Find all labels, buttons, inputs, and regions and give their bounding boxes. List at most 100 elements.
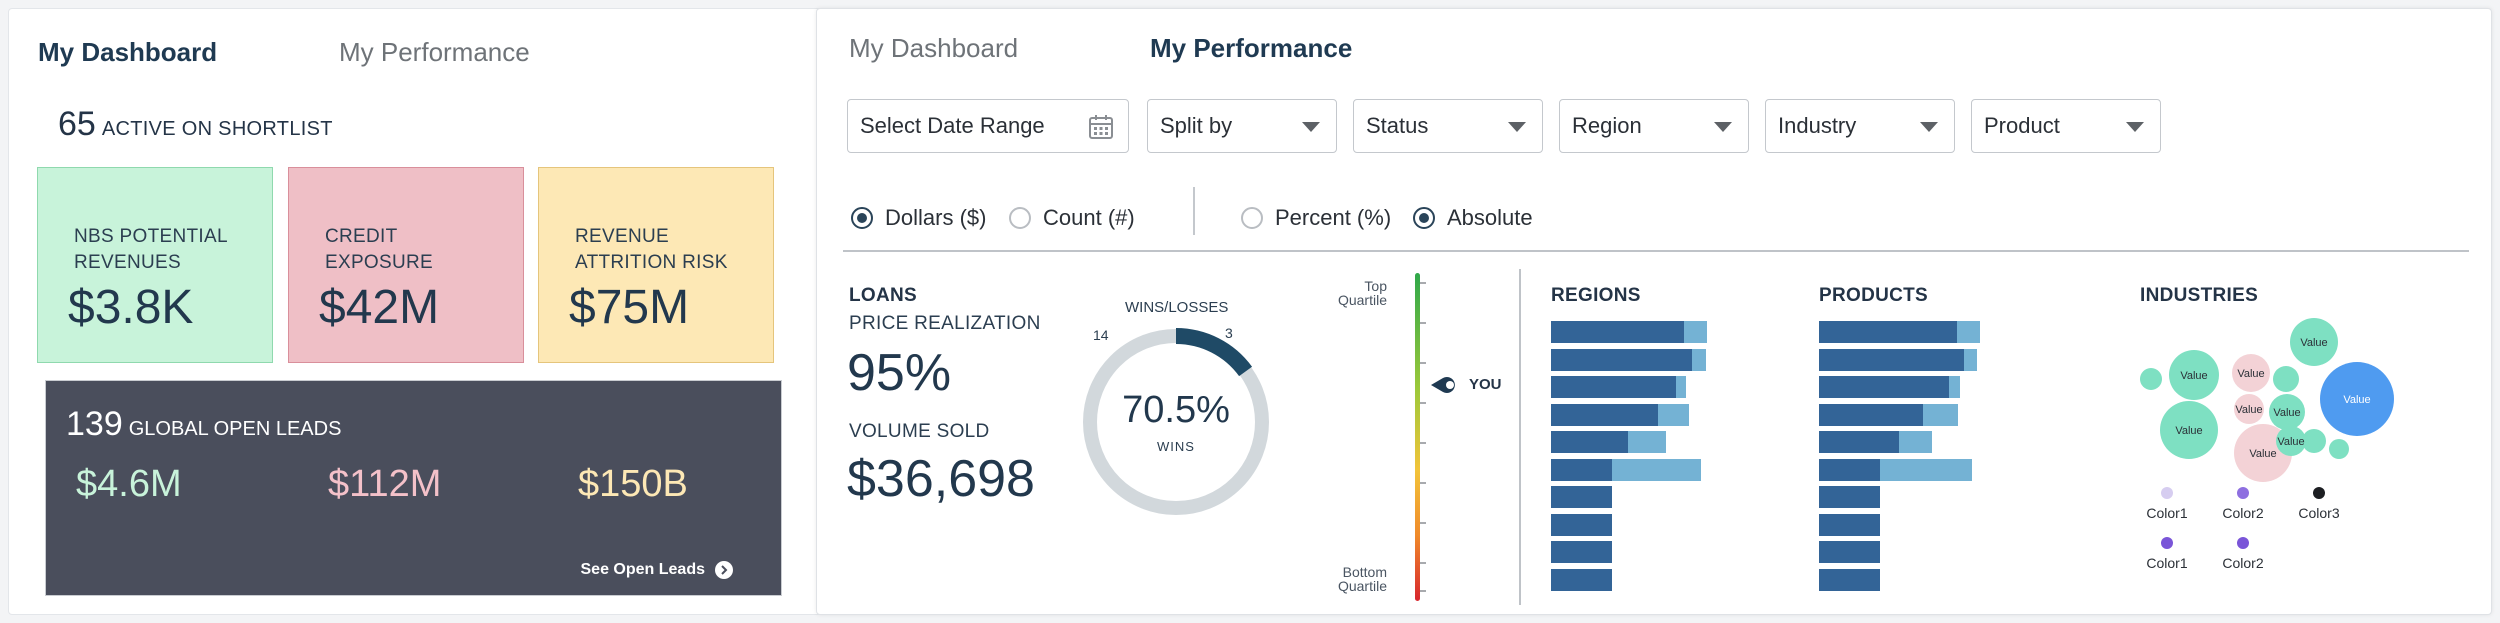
kpi-value: $42M	[319, 281, 440, 334]
bar-segment-secondary	[1949, 376, 1960, 398]
wins-losses-title: WINS/LOSSES	[1125, 299, 1229, 316]
industry-dropdown[interactable]: Industry	[1765, 99, 1955, 153]
bar-segment-primary	[1551, 568, 1613, 591]
legend-dot	[2237, 537, 2249, 549]
chevron-down-icon	[2126, 122, 2144, 132]
bar-segment-secondary	[1964, 348, 1977, 371]
chevron-down-icon	[1302, 122, 1320, 132]
tab-my-dashboard[interactable]: My Dashboard	[849, 33, 1019, 63]
bar-segment-primary	[1819, 403, 1924, 426]
open-leads-label: GLOBAL OPEN LEADS	[128, 418, 342, 440]
bar-segment-secondary	[1691, 348, 1706, 371]
bar-segment-primary	[1551, 486, 1613, 508]
global-open-leads-panel: 139 GLOBAL OPEN LEADS $4.6M $112M $150B S…	[45, 380, 782, 596]
bar-segment-secondary	[1684, 321, 1708, 343]
bubble-label: Value	[2235, 404, 2262, 416]
radio-label: Dollars ($)	[885, 205, 987, 230]
kpi-label: REVENUE ATTRITION RISK	[575, 226, 728, 273]
legend-dot	[2237, 487, 2249, 499]
win-percentage: 70.5%	[1122, 389, 1230, 431]
shortlist-label: ACTIVE ON SHORTLIST	[101, 118, 333, 140]
legend-dot	[2313, 487, 2325, 499]
bar-segment-primary	[1819, 431, 1899, 453]
bubble	[2269, 394, 2305, 430]
dropdown-label: Split by	[1160, 113, 1233, 138]
bottom-quartile-label: Bottom Quartile	[1337, 564, 1387, 594]
bubble-label: Value	[2249, 448, 2276, 460]
kpi-value: $75M	[569, 281, 690, 334]
legend-item: Color2	[2215, 487, 2271, 521]
chevron-down-icon	[1714, 122, 1732, 132]
legend-item: Color1	[2139, 487, 2195, 521]
bubble	[2232, 354, 2270, 392]
dropdown-label: Product	[1984, 113, 2060, 138]
bar-segment-secondary	[1956, 321, 1980, 343]
dollars-radio[interactable]: Dollars ($)	[851, 205, 986, 231]
radio-label: Absolute	[1447, 205, 1533, 230]
count-radio[interactable]: Count (#)	[1009, 205, 1135, 231]
performance-card: My Dashboard My Performance Select Date …	[816, 8, 2492, 615]
chevron-down-icon	[1920, 122, 1938, 132]
top-quartile-label: Top Quartile	[1337, 278, 1387, 308]
legend-item: Color3	[2291, 487, 2347, 521]
legend-label: Color2	[2222, 505, 2264, 521]
bar-segment-primary	[1819, 376, 1950, 398]
products-title: PRODUCTS	[1819, 285, 1929, 306]
absolute-radio[interactable]: Absolute	[1413, 205, 1533, 231]
legend-label: Color3	[2298, 505, 2340, 521]
wins-losses-donut	[1083, 328, 1269, 515]
radio-button[interactable]	[851, 207, 873, 229]
bubble-label: Value	[2277, 436, 2304, 448]
see-open-leads-link[interactable]: See Open Leads	[580, 561, 733, 579]
location-pin-icon	[1431, 376, 1455, 393]
wins-caption: WINS	[1157, 439, 1195, 454]
product-dropdown[interactable]: Product	[1971, 99, 2161, 153]
chevron-right-icon	[715, 561, 733, 579]
regions-bar-chart	[1551, 321, 1731, 591]
tab-my-performance[interactable]: My Performance	[339, 37, 530, 67]
status-dropdown[interactable]: Status	[1353, 99, 1543, 153]
bar-segment-primary	[1819, 321, 1957, 343]
bar-segment-primary	[1551, 321, 1685, 343]
bar-segment-secondary	[1880, 458, 1972, 481]
gauge-ticks	[1420, 282, 1426, 592]
radio-button[interactable]	[1241, 207, 1263, 229]
volume-sold-value: $36,698	[847, 450, 1035, 508]
bubble	[2140, 368, 2162, 390]
radio-button[interactable]	[1009, 207, 1031, 229]
bar-segment-primary	[1819, 348, 1965, 371]
kpi-nbs-potential-revenues[interactable]: NBS POTENTIAL REVENUES $3.8K	[37, 167, 273, 363]
bar-segment-primary	[1819, 513, 1881, 536]
percent-radio[interactable]: Percent (%)	[1241, 205, 1391, 231]
see-open-leads-label: See Open Leads	[580, 561, 706, 578]
tab-my-dashboard[interactable]: My Dashboard	[38, 37, 218, 67]
date-range-picker[interactable]: Select Date Range	[847, 99, 1129, 153]
bar-segment-primary	[1819, 541, 1881, 563]
divider	[1519, 269, 1521, 605]
price-realization-value: 95%	[847, 344, 952, 402]
industries-title: INDUSTRIES	[2140, 285, 2259, 306]
calendar-icon	[1088, 114, 1114, 146]
bar-segment-primary	[1551, 403, 1659, 426]
region-dropdown[interactable]: Region	[1559, 99, 1749, 153]
open-leads-count: 139 GLOBAL OPEN LEADS	[66, 405, 341, 444]
radio-button[interactable]	[1413, 207, 1435, 229]
kpi-value: $3.8K	[68, 281, 194, 334]
bar-segment-secondary	[1658, 403, 1689, 426]
price-realization-label: PRICE REALIZATION	[849, 313, 1041, 334]
kpi-credit-exposure[interactable]: CREDIT EXPOSURE $42M	[288, 167, 524, 363]
you-marker: YOU	[1429, 375, 1502, 395]
bar-segment-secondary	[1676, 376, 1686, 398]
tab-my-performance[interactable]: My Performance	[1150, 33, 1353, 63]
kpi-revenue-attrition-risk[interactable]: REVENUE ATTRITION RISK $75M	[538, 167, 774, 363]
shortlist-number: 65	[58, 105, 96, 143]
bubble-label: Value	[2237, 368, 2264, 380]
bar-segment-primary	[1551, 348, 1692, 371]
bar-segment-primary	[1551, 431, 1628, 453]
bubble	[2169, 350, 2219, 400]
legend-item: Color1	[2139, 537, 2195, 571]
bar-segment-secondary	[1923, 403, 1959, 426]
wins-count: 3	[1225, 325, 1233, 341]
split-by-dropdown[interactable]: Split by	[1147, 99, 1337, 153]
industries-bubble-chart: Value Value Value Value Value Value Valu…	[2140, 318, 2394, 482]
